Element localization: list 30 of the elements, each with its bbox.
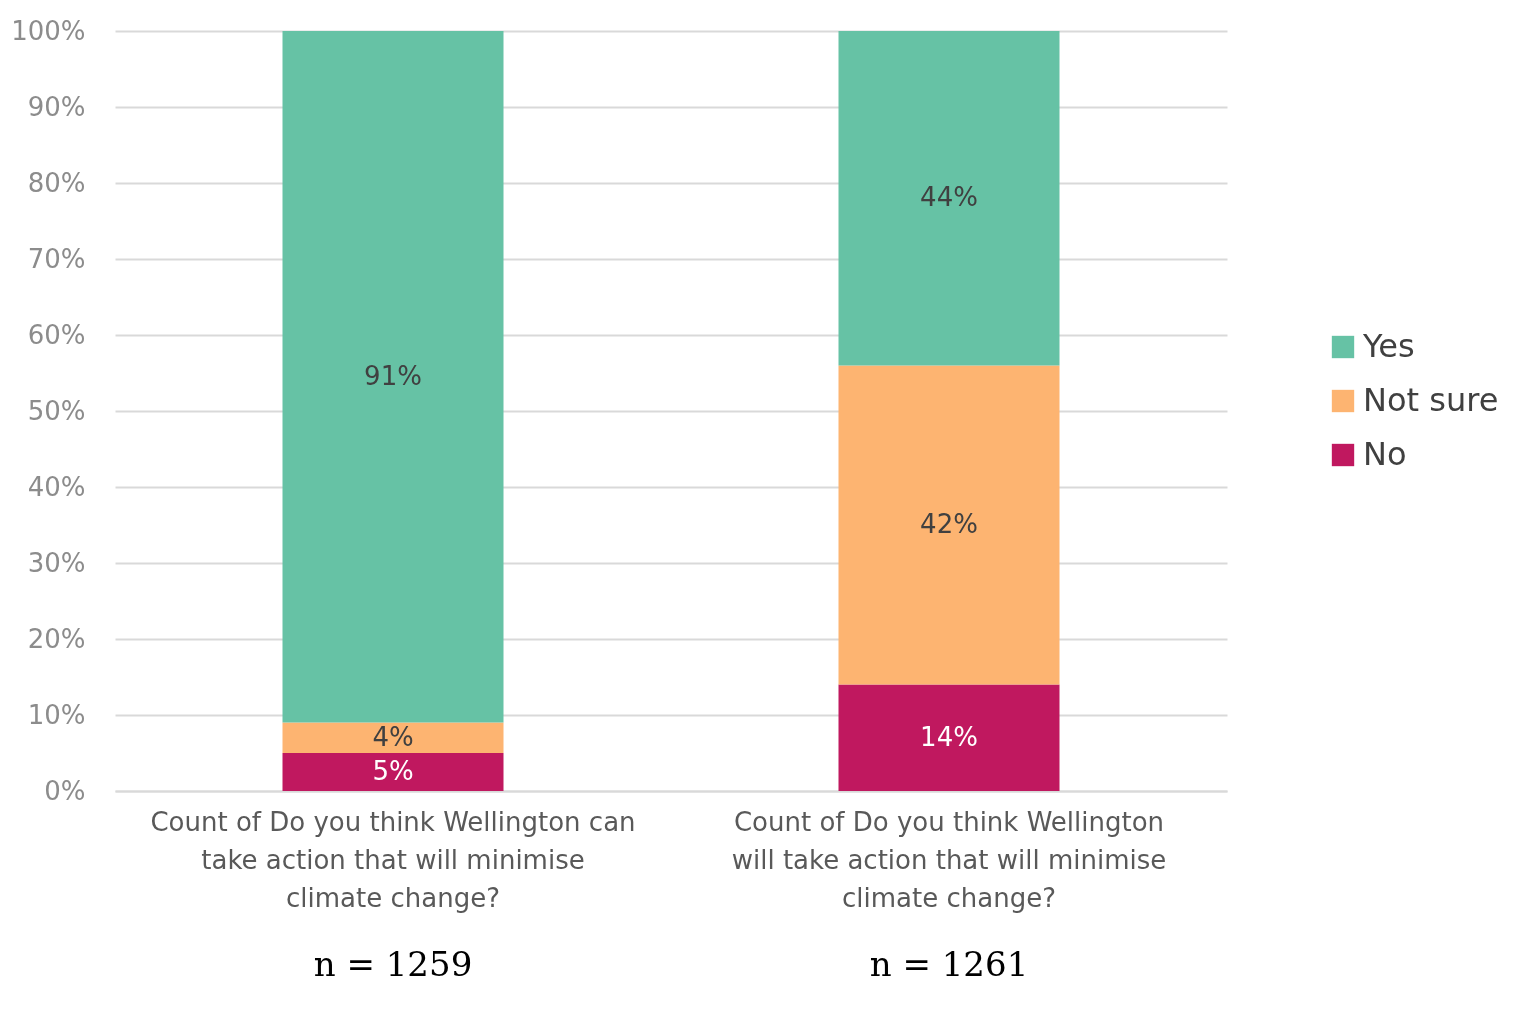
x-tick-label: Count of Do you think Wellington can take action that will minimise climate change? xyxy=(150,806,636,913)
legend-label: Yes xyxy=(1362,327,1415,365)
y-tick-label: 40% xyxy=(27,471,86,502)
y-tick-label: 60% xyxy=(27,319,86,350)
data-label: 5% xyxy=(372,756,414,786)
data-label: 91% xyxy=(364,360,422,391)
text: n = 1261 xyxy=(869,944,1029,984)
data-label: 14% xyxy=(920,721,978,752)
bar xyxy=(838,684,1060,791)
y-tick-label: 50% xyxy=(27,395,86,426)
y-tick-label: 30% xyxy=(27,547,86,578)
x-tick-label: Count of Do you think Wellington will take action that will minimise climate change? xyxy=(731,806,1167,913)
bar xyxy=(282,31,504,723)
y-tick-label: 20% xyxy=(27,623,86,654)
data-label: 44% xyxy=(920,182,978,213)
bar xyxy=(838,31,1060,366)
y-tick-label: 10% xyxy=(27,699,86,730)
y-tick-label: 70% xyxy=(27,243,86,274)
text: n = 1259 xyxy=(313,944,473,984)
bar xyxy=(838,365,1060,685)
legend-label: No xyxy=(1363,435,1407,473)
bar xyxy=(282,753,504,791)
data-label: 4% xyxy=(372,721,414,752)
y-tick-label: 80% xyxy=(27,167,86,198)
data-label: 42% xyxy=(920,509,978,539)
y-tick-label: 0% xyxy=(44,775,86,806)
bar xyxy=(282,722,504,753)
y-tick-label: 100% xyxy=(11,15,86,46)
legend-label: Not sure xyxy=(1363,381,1499,419)
y-tick-label: 90% xyxy=(27,91,86,122)
